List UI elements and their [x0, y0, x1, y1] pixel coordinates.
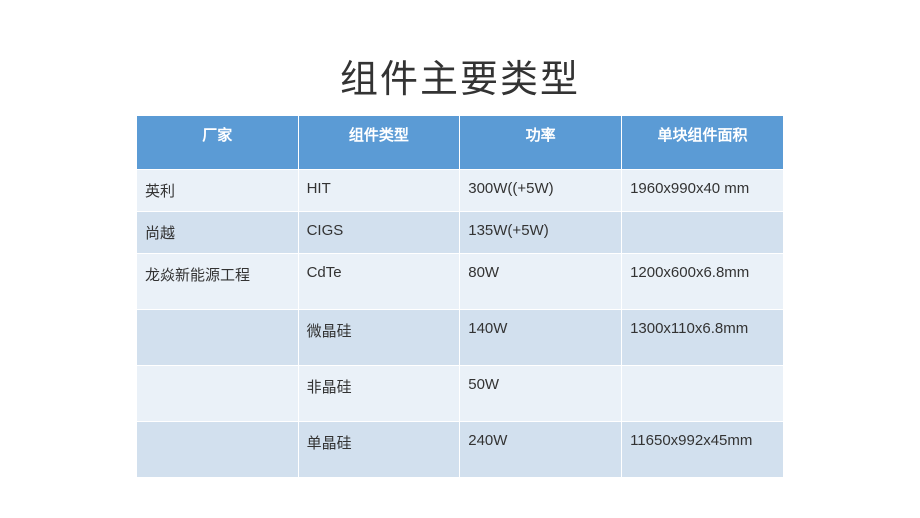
cell-type: CdTe — [298, 254, 460, 310]
table-row: 微晶硅 140W 1300x110x6.8mm — [137, 310, 784, 366]
header-area: 单块组件面积 — [622, 116, 784, 170]
cell-area — [622, 212, 784, 254]
table-row: 龙焱新能源工程 CdTe 80W 1200x600x6.8mm — [137, 254, 784, 310]
header-power: 功率 — [460, 116, 622, 170]
table-row: 尚越 CIGS 135W(+5W) — [137, 212, 784, 254]
cell-manufacturer — [137, 366, 299, 422]
cell-type: 非晶硅 — [298, 366, 460, 422]
cell-type: CIGS — [298, 212, 460, 254]
cell-manufacturer — [137, 422, 299, 478]
cell-power: 300W((+5W) — [460, 170, 622, 212]
component-table: 厂家 组件类型 功率 单块组件面积 英利 HIT 300W((+5W) 1960… — [136, 115, 784, 478]
cell-power: 240W — [460, 422, 622, 478]
table-row: 非晶硅 50W — [137, 366, 784, 422]
cell-manufacturer: 尚越 — [137, 212, 299, 254]
cell-power: 140W — [460, 310, 622, 366]
header-manufacturer: 厂家 — [137, 116, 299, 170]
cell-manufacturer: 英利 — [137, 170, 299, 212]
page-title: 组件主要类型 — [0, 0, 920, 115]
header-type: 组件类型 — [298, 116, 460, 170]
cell-area: 1960x990x40 mm — [622, 170, 784, 212]
table-header-row: 厂家 组件类型 功率 单块组件面积 — [137, 116, 784, 170]
cell-area: 11650x992x45mm — [622, 422, 784, 478]
cell-manufacturer: 龙焱新能源工程 — [137, 254, 299, 310]
table-row: 英利 HIT 300W((+5W) 1960x990x40 mm — [137, 170, 784, 212]
cell-manufacturer — [137, 310, 299, 366]
cell-type: 微晶硅 — [298, 310, 460, 366]
cell-type: 单晶硅 — [298, 422, 460, 478]
cell-area — [622, 366, 784, 422]
cell-type: HIT — [298, 170, 460, 212]
cell-power: 135W(+5W) — [460, 212, 622, 254]
cell-area: 1200x600x6.8mm — [622, 254, 784, 310]
cell-power: 50W — [460, 366, 622, 422]
cell-area: 1300x110x6.8mm — [622, 310, 784, 366]
cell-power: 80W — [460, 254, 622, 310]
table-row: 单晶硅 240W 11650x992x45mm — [137, 422, 784, 478]
